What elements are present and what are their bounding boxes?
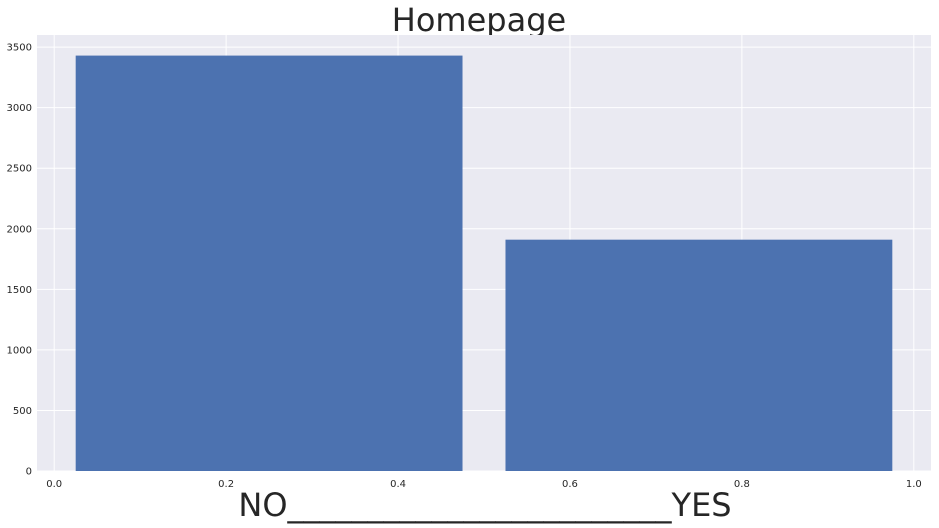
- x-tick-label: 0.4: [390, 479, 406, 490]
- y-tick-label: 1000: [7, 345, 32, 356]
- x-axis-ticks: 0.0 0.2 0.4 0.6 0.8 1.0: [46, 479, 922, 490]
- y-tick-label: 2000: [7, 224, 32, 235]
- y-tick-label: 2500: [7, 164, 32, 175]
- y-tick-label: 500: [13, 406, 32, 417]
- y-tick-label: 1500: [7, 285, 32, 296]
- x-tick-label: 0.8: [734, 479, 750, 490]
- x-tick-label: 0.0: [46, 479, 62, 490]
- y-tick-label: 0: [26, 467, 32, 478]
- x-tick-label: 0.2: [218, 479, 234, 490]
- bar-no: [75, 55, 463, 471]
- y-tick-label: 3500: [7, 43, 32, 54]
- x-tick-label: 0.6: [562, 479, 578, 490]
- chart-title: Homepage: [392, 1, 566, 39]
- x-axis-label: NO________________________YES: [238, 486, 731, 524]
- x-tick-label: 1.0: [906, 479, 922, 490]
- bars: [75, 55, 893, 471]
- bar-yes: [505, 239, 893, 471]
- y-axis-ticks: 0 500 1000 1500 2000 2500 3000 3500: [7, 43, 32, 478]
- y-tick-label: 3000: [7, 103, 32, 114]
